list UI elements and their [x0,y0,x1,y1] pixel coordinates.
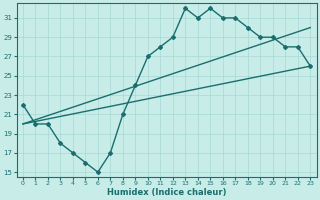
X-axis label: Humidex (Indice chaleur): Humidex (Indice chaleur) [107,188,226,197]
